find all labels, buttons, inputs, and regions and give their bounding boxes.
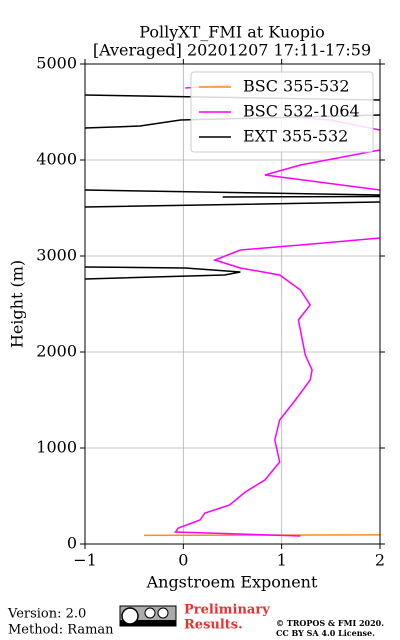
x-tick-label: 1 (277, 551, 287, 570)
chart-title: [Averaged] 20201207 17:11-17:59 (93, 41, 371, 60)
y-tick-label: 3000 (36, 246, 77, 265)
plot-area (85, 84, 380, 537)
x-tick-label: 0 (178, 551, 188, 570)
legend-label: BSC 355-532 (243, 77, 350, 96)
series-line (85, 94, 380, 280)
method: Method: Raman (8, 623, 114, 638)
y-tick-label: 4000 (36, 150, 77, 169)
copyright: © TROPOS & FMI 2020. (276, 618, 384, 628)
series-line (174, 84, 380, 537)
y-tick-label: 2000 (36, 342, 77, 361)
legend-label: BSC 532-1064 (243, 102, 360, 121)
preliminary: Preliminary (184, 603, 270, 618)
y-tick-label: 5000 (36, 54, 77, 73)
preliminary: Results. (184, 618, 243, 633)
legend-label: EXT 355-532 (243, 127, 348, 146)
x-tick-label: 2 (375, 551, 385, 570)
plot-frame (84, 63, 381, 545)
version: Version: 2.0 (7, 607, 86, 622)
y-tick-label: 1000 (36, 438, 77, 457)
x-tick-label: −1 (73, 551, 97, 570)
y-tick-label: 0 (67, 534, 77, 553)
cc-logo (119, 605, 177, 627)
y-axis-label: Height (m) (8, 260, 27, 348)
chart-title: PollyXT_FMI at Kuopio (139, 23, 325, 42)
x-axis-label: Angstroem Exponent (146, 573, 318, 592)
copyright: CC BY SA 4.0 License. (276, 628, 375, 638)
legend-box (190, 71, 374, 153)
